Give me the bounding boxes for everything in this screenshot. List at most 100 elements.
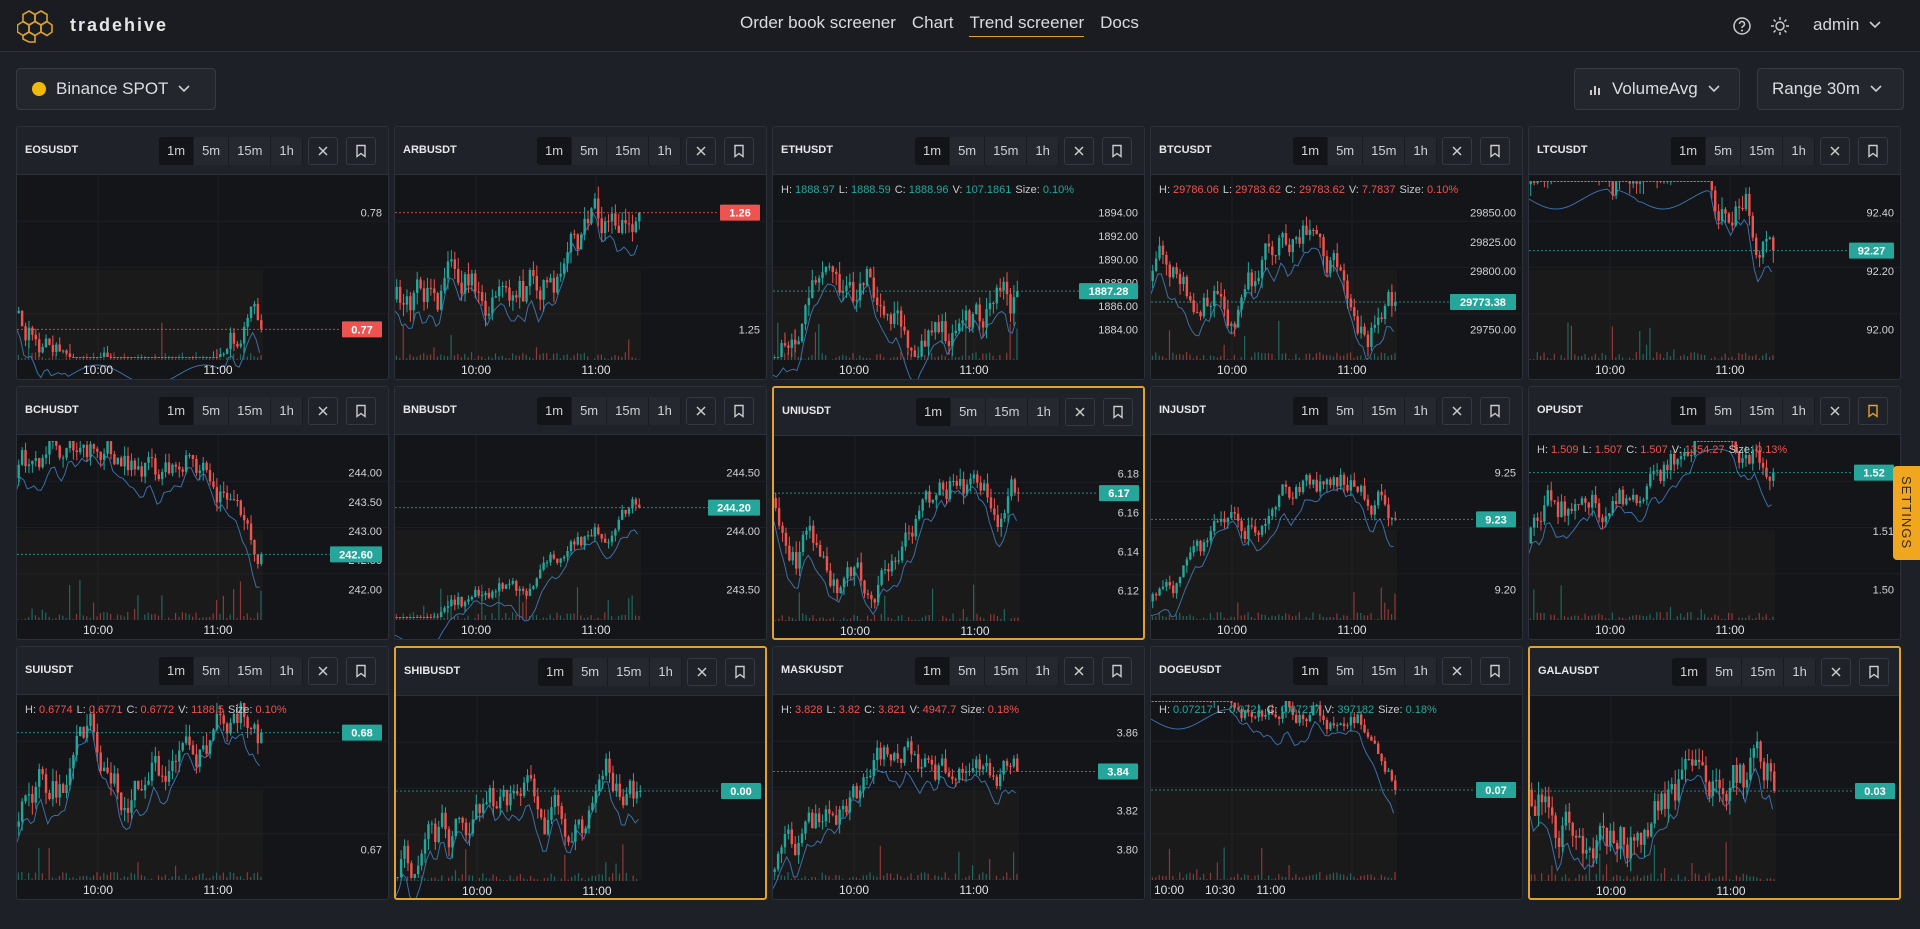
range-select[interactable]: Range 30m xyxy=(1757,68,1904,110)
timeframe-button[interactable]: 1m xyxy=(916,398,952,426)
timeframe-button[interactable]: 15m xyxy=(1363,657,1406,685)
nav-link[interactable]: Trend screener xyxy=(969,13,1085,37)
nav-link[interactable]: Docs xyxy=(1100,13,1139,32)
timeframe-button[interactable]: 1m xyxy=(1293,397,1329,425)
timeframe-button[interactable]: 5m xyxy=(950,657,986,685)
timeframe-button[interactable]: 15m xyxy=(607,397,650,425)
close-button[interactable] xyxy=(1442,657,1472,685)
timeframe-button[interactable]: 15m xyxy=(229,137,272,165)
bookmark-button[interactable] xyxy=(346,137,376,165)
timeframe-button[interactable]: 1m xyxy=(1671,137,1707,165)
close-button[interactable] xyxy=(1442,137,1472,165)
bookmark-button[interactable] xyxy=(724,137,754,165)
bookmark-button[interactable] xyxy=(1102,137,1132,165)
timeframe-button[interactable]: 1h xyxy=(1027,657,1059,685)
timeframe-button[interactable]: 15m xyxy=(608,658,651,686)
timeframe-button[interactable]: 1h xyxy=(271,137,303,165)
bookmark-button[interactable] xyxy=(725,658,755,686)
timeframe-button[interactable]: 1h xyxy=(1405,137,1437,165)
timeframe-button[interactable]: 5m xyxy=(1328,657,1364,685)
timeframe-button[interactable]: 1h xyxy=(650,658,682,686)
timeframe-button[interactable]: 15m xyxy=(1363,137,1406,165)
theme-icon[interactable] xyxy=(1770,16,1790,36)
timeframe-button[interactable]: 15m xyxy=(1742,658,1785,686)
timeframe-button[interactable]: 1m xyxy=(159,657,195,685)
timeframe-button[interactable]: 1h xyxy=(1027,137,1059,165)
timeframe-button[interactable]: 1h xyxy=(649,397,681,425)
exchange-select[interactable]: Binance SPOT xyxy=(16,68,216,110)
timeframe-button[interactable]: 15m xyxy=(1741,397,1784,425)
bookmark-button[interactable] xyxy=(1103,398,1133,426)
bookmark-button[interactable] xyxy=(724,397,754,425)
timeframe-button[interactable]: 1m xyxy=(915,657,951,685)
timeframe-button[interactable]: 1m xyxy=(1293,137,1329,165)
close-button[interactable] xyxy=(1820,137,1850,165)
close-button[interactable] xyxy=(687,658,717,686)
close-button[interactable] xyxy=(308,657,338,685)
timeframe-button[interactable]: 5m xyxy=(573,658,609,686)
timeframe-button[interactable]: 15m xyxy=(986,398,1029,426)
timeframe-button[interactable]: 1m xyxy=(1293,657,1329,685)
timeframe-button[interactable]: 1h xyxy=(1405,397,1437,425)
timeframe-button[interactable]: 5m xyxy=(1328,137,1364,165)
timeframe-button[interactable]: 1h xyxy=(271,657,303,685)
bookmark-button[interactable] xyxy=(1858,397,1888,425)
timeframe-button[interactable]: 1h xyxy=(271,397,303,425)
close-button[interactable] xyxy=(308,397,338,425)
timeframe-button[interactable]: 1h xyxy=(1028,398,1060,426)
timeframe-button[interactable]: 1m xyxy=(159,137,195,165)
bookmark-button[interactable] xyxy=(1480,137,1510,165)
timeframe-button[interactable]: 5m xyxy=(572,137,608,165)
timeframe-button[interactable]: 5m xyxy=(194,397,230,425)
timeframe-button[interactable]: 1m xyxy=(159,397,195,425)
timeframe-button[interactable]: 15m xyxy=(985,657,1028,685)
timeframe-button[interactable]: 1h xyxy=(649,137,681,165)
nav-link[interactable]: Order book screener xyxy=(740,13,896,32)
close-button[interactable] xyxy=(1064,657,1094,685)
timeframe-button[interactable]: 1h xyxy=(1783,397,1815,425)
close-button[interactable] xyxy=(1821,658,1851,686)
timeframe-button[interactable]: 15m xyxy=(229,397,272,425)
timeframe-button[interactable]: 1m xyxy=(915,137,951,165)
bookmark-button[interactable] xyxy=(1102,657,1132,685)
nav-link[interactable]: Chart xyxy=(911,13,954,32)
timeframe-button[interactable]: 5m xyxy=(950,137,986,165)
timeframe-button[interactable]: 1h xyxy=(1783,137,1815,165)
timeframe-button[interactable]: 1h xyxy=(1405,657,1437,685)
timeframe-button[interactable]: 1m xyxy=(538,658,574,686)
close-button[interactable] xyxy=(308,137,338,165)
close-button[interactable] xyxy=(1065,398,1095,426)
timeframe-button[interactable]: 5m xyxy=(951,398,987,426)
indicator-select[interactable]: VolumeAvg xyxy=(1574,68,1740,110)
timeframe-button[interactable]: 1m xyxy=(537,397,573,425)
timeframe-button[interactable]: 1m xyxy=(1671,397,1707,425)
timeframe-button[interactable]: 5m xyxy=(194,137,230,165)
timeframe-button[interactable]: 5m xyxy=(1707,658,1743,686)
timeframe-button[interactable]: 15m xyxy=(985,137,1028,165)
help-icon[interactable] xyxy=(1732,16,1752,36)
close-button[interactable] xyxy=(1820,397,1850,425)
timeframe-button[interactable]: 1m xyxy=(1672,658,1708,686)
bookmark-button[interactable] xyxy=(1859,658,1889,686)
timeframe-button[interactable]: 5m xyxy=(1706,137,1742,165)
user-menu[interactable]: admin xyxy=(1813,15,1860,34)
timeframe-button[interactable]: 5m xyxy=(572,397,608,425)
settings-tab[interactable]: SETTINGS xyxy=(1893,466,1920,560)
timeframe-button[interactable]: 5m xyxy=(1328,397,1364,425)
close-button[interactable] xyxy=(686,137,716,165)
bookmark-button[interactable] xyxy=(346,397,376,425)
timeframe-button[interactable]: 15m xyxy=(229,657,272,685)
timeframe-button[interactable]: 15m xyxy=(607,137,650,165)
timeframe-button[interactable]: 15m xyxy=(1363,397,1406,425)
timeframe-button[interactable]: 5m xyxy=(194,657,230,685)
bookmark-button[interactable] xyxy=(1480,397,1510,425)
timeframe-button[interactable]: 1h xyxy=(1784,658,1816,686)
close-button[interactable] xyxy=(1442,397,1472,425)
bookmark-button[interactable] xyxy=(1858,137,1888,165)
timeframe-button[interactable]: 5m xyxy=(1706,397,1742,425)
bookmark-button[interactable] xyxy=(346,657,376,685)
timeframe-button[interactable]: 15m xyxy=(1741,137,1784,165)
close-button[interactable] xyxy=(1064,137,1094,165)
close-button[interactable] xyxy=(686,397,716,425)
bookmark-button[interactable] xyxy=(1480,657,1510,685)
